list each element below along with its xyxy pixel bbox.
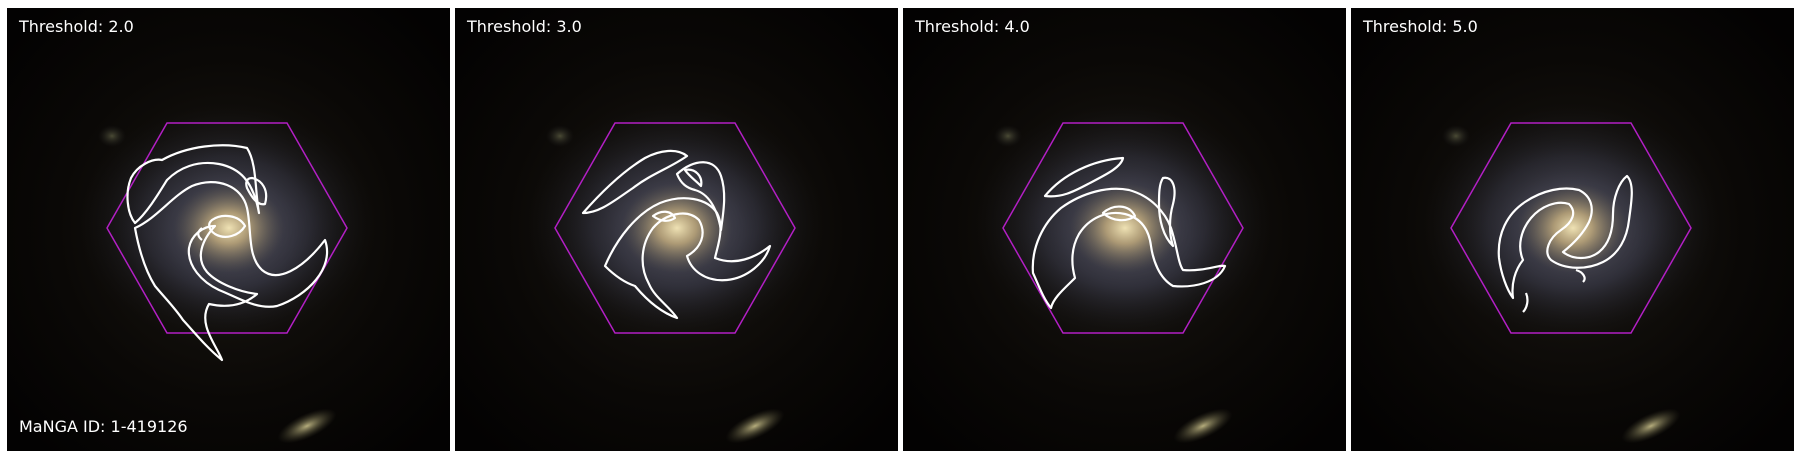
threshold-label: Threshold: 3.0 <box>467 17 582 36</box>
galaxy-image <box>7 8 450 451</box>
galaxy-panel-threshold-5: Threshold: 5.0 <box>1351 8 1794 451</box>
galaxy-id-label: MaNGA ID: 1-419126 <box>19 417 188 436</box>
threshold-label: Threshold: 5.0 <box>1363 17 1478 36</box>
contour-lines <box>581 149 772 320</box>
ifu-hexagon <box>106 122 348 334</box>
galaxy-image <box>903 8 1346 451</box>
threshold-label: Threshold: 4.0 <box>915 17 1030 36</box>
ifu-hexagon <box>1002 122 1244 334</box>
galaxy-panel-threshold-3: Threshold: 3.0 <box>455 8 898 451</box>
threshold-label: Threshold: 2.0 <box>19 17 134 36</box>
galaxy-image <box>455 8 898 451</box>
ifu-hexagon <box>554 122 796 334</box>
contour-lines <box>126 144 329 362</box>
galaxy-panel-threshold-4: Threshold: 4.0 <box>903 8 1346 451</box>
contour-lines <box>1497 174 1633 313</box>
contour-lines <box>1031 156 1227 310</box>
ifu-hexagon <box>1450 122 1692 334</box>
galaxy-panel-threshold-2: Threshold: 2.0 MaNGA ID: 1-419126 <box>7 8 450 451</box>
galaxy-image <box>1351 8 1794 451</box>
